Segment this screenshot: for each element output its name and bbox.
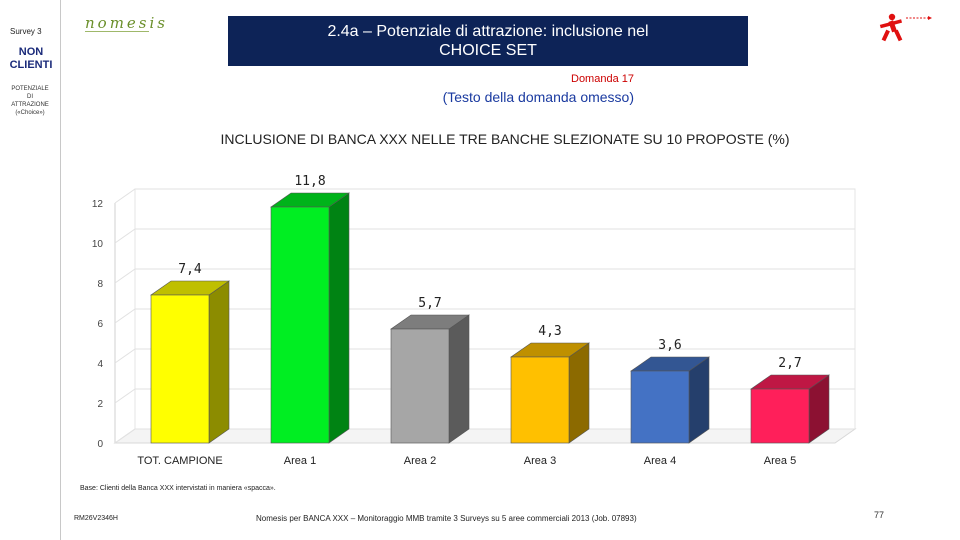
- bar: [390, 328, 450, 444]
- bar-value-label: 4,3: [538, 324, 561, 339]
- sub-section-label: POTENZIALE DI ATTRAZIONE («Choice»): [2, 85, 58, 117]
- bar: [630, 370, 690, 444]
- gridline: [114, 348, 855, 364]
- bar-value-label: 7,4: [178, 262, 202, 277]
- bar-side: [568, 342, 590, 444]
- gridline: [114, 308, 855, 324]
- bar-side: [688, 356, 710, 444]
- bar: [150, 294, 210, 444]
- gridline: [114, 388, 855, 404]
- sub-line-3: ATTRAZIONE: [11, 102, 49, 108]
- x-tick-label: Area 2: [404, 455, 436, 467]
- x-tick-label: Area 1: [284, 455, 316, 467]
- segment-label: NON CLIENTI: [4, 46, 58, 72]
- logo-underline: [85, 31, 149, 32]
- bar-side: [448, 314, 470, 444]
- y-tick-label: 2: [97, 399, 103, 410]
- y-tick-label: 0: [97, 439, 103, 450]
- x-tick-label: Area 4: [644, 455, 676, 467]
- bar: [270, 206, 330, 444]
- bar-value-label: 2,7: [778, 356, 801, 371]
- gridline: [114, 428, 855, 444]
- bar-value-label: 11,8: [294, 174, 325, 189]
- y-tick-label: 4: [97, 359, 103, 370]
- y-tick-label: 8: [97, 279, 103, 290]
- title-line-1: 2.4a – Potenziale di attrazione: inclusi…: [327, 23, 649, 40]
- y-tick-label: 6: [97, 319, 103, 330]
- x-tick-label: Area 5: [764, 455, 796, 467]
- chart-title: INCLUSIONE DI BANCA XXX NELLE TRE BANCHE…: [221, 131, 790, 147]
- slide-title: 2.4a – Potenziale di attrazione: inclusi…: [228, 16, 748, 66]
- gridline: [114, 188, 855, 204]
- bar-value-label: 3,6: [658, 338, 681, 353]
- gridline: [114, 268, 855, 284]
- title-line-2: CHOICE SET: [439, 42, 537, 59]
- nomesis-logo: nomesis: [85, 14, 168, 32]
- bar-value-label: 5,7: [418, 296, 441, 311]
- bar: [750, 388, 810, 444]
- x-tick-label: Area 3: [524, 455, 556, 467]
- figure-logo-icon: [879, 13, 932, 42]
- y-tick-label: 12: [92, 199, 104, 210]
- page-number: 77: [874, 510, 885, 520]
- x-tick-label: TOT. CAMPIONE: [137, 455, 222, 467]
- footer-code: RM26V2346H: [74, 515, 118, 522]
- base-note: Base: Clienti della Banca XXX intervista…: [80, 485, 276, 492]
- segment-line-1: NON: [18, 46, 44, 58]
- gridline: [114, 228, 855, 244]
- question-text: (Testo della domanda omesso): [442, 89, 634, 105]
- survey-label: Survey 3: [10, 27, 42, 36]
- sub-line-2: DI: [27, 94, 33, 100]
- sub-line-4: («Choice»): [15, 110, 45, 116]
- y-tick-label: 10: [92, 239, 104, 250]
- bar: [510, 356, 570, 444]
- sub-line-1: POTENZIALE: [11, 86, 49, 92]
- sidebar: Survey 3 NON CLIENTI POTENZIALE DI ATTRA…: [0, 0, 61, 540]
- footer-text: Nomesis per BANCA XXX – Monitoraggio MMB…: [256, 514, 637, 523]
- bar-side: [328, 192, 350, 444]
- bar-side: [208, 280, 230, 444]
- segment-line-2: CLIENTI: [9, 59, 53, 71]
- question-number: Domanda 17: [571, 73, 634, 85]
